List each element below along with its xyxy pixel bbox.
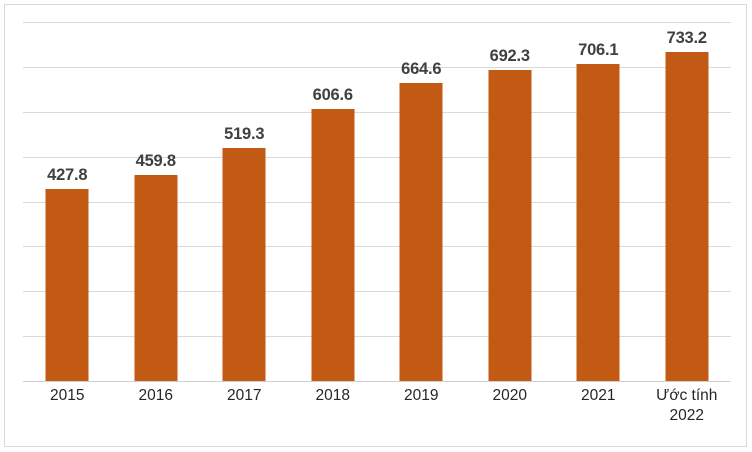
bar[interactable] [45,189,89,381]
gridline [23,111,731,113]
bar-group: 706.1 [554,22,643,381]
bar-group: 459.8 [112,22,201,381]
bar-group: 733.2 [643,22,732,381]
gridline [23,201,731,203]
bar-group: 427.8 [23,22,112,381]
x-axis-tick-label-line: 2019 [404,387,439,404]
gridline [23,246,731,248]
bar-group: 664.6 [377,22,466,381]
bar[interactable] [576,64,620,381]
gridline [23,22,731,23]
bar-value-label: 733.2 [666,28,707,47]
x-axis-tick-label-line: 2022 [669,407,704,424]
x-axis-tick-label: 2017 [200,386,289,406]
bar[interactable] [222,147,266,381]
x-axis-tick-label-line: 2020 [492,387,527,404]
bar-value-label: 519.3 [224,124,265,143]
bar[interactable] [665,51,709,381]
chart-frame: 427.8 459.8 519.3 606.6 664.6 692.3 706.1 733.2… [4,4,747,447]
x-axis-tick-label: 2018 [289,386,378,406]
x-axis-tick-label: 2021 [554,386,643,406]
gridline [23,66,731,68]
bar-value-label: 427.8 [47,166,88,185]
bar-series: 427.8 459.8 519.3 606.6 664.6 692.3 706.1 733.2 [23,22,731,381]
x-axis-tick-label-line: Ước tính [656,387,718,404]
bar-group: 606.6 [289,22,378,381]
x-axis-tick-label-line: 2021 [581,387,616,404]
bar-value-label: 706.1 [578,41,619,60]
x-axis-tick-label: 2019 [377,386,466,406]
x-axis-tick-label: 2015 [23,386,112,406]
bar-group: 519.3 [200,22,289,381]
x-axis-category-labels: 2015 2016 2017 2018 2019 2020 2021 Ước tính 2022 [23,386,731,444]
axis-baseline [23,381,731,382]
x-axis-tick-label-line: 2016 [138,387,173,404]
x-axis-tick-label: 2016 [112,386,201,406]
bar[interactable] [488,70,532,381]
bar[interactable] [399,82,443,381]
x-axis-tick-label: Ước tính 2022 [643,386,732,426]
bar-value-label: 664.6 [401,59,442,78]
gridline [23,291,731,293]
gridline [23,336,731,338]
bar-value-label: 459.8 [135,151,176,170]
bar[interactable] [311,108,355,381]
bar-value-label: 692.3 [489,47,530,66]
x-axis-tick-label: 2020 [466,386,555,406]
x-axis-tick-label-line: 2017 [227,387,262,404]
gridline [23,156,731,158]
plot-area: 427.8 459.8 519.3 606.6 664.6 692.3 706.1 733.2 [23,22,731,382]
bar-group: 692.3 [466,22,555,381]
bar-value-label: 606.6 [312,85,353,104]
x-axis-tick-label-line: 2018 [315,387,350,404]
bar[interactable] [134,174,178,381]
x-axis-tick-label-line: 2015 [50,387,85,404]
